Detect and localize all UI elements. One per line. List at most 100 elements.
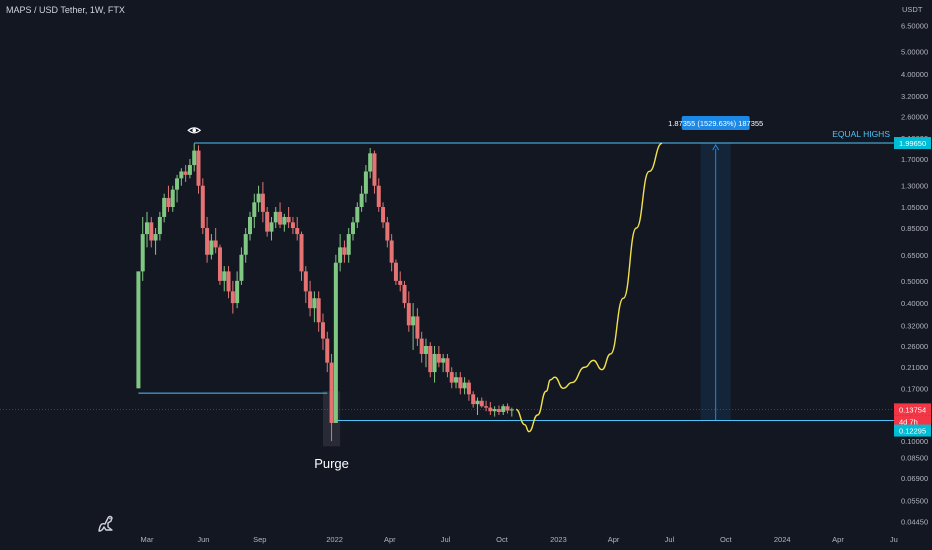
candle[interactable]: [423, 338, 428, 368]
candle[interactable]: [346, 228, 351, 263]
candle[interactable]: [359, 185, 364, 212]
candle[interactable]: [260, 181, 265, 223]
candle[interactable]: [312, 291, 317, 323]
candle[interactable]: [402, 280, 407, 309]
candle[interactable]: [256, 185, 261, 212]
candle[interactable]: [252, 193, 257, 229]
candle[interactable]: [235, 271, 240, 309]
candle[interactable]: [363, 165, 368, 203]
candle[interactable]: [484, 400, 489, 412]
candle[interactable]: [385, 216, 390, 248]
candle-body: [252, 202, 257, 217]
candle[interactable]: [230, 280, 235, 314]
candle[interactable]: [411, 303, 416, 350]
candle[interactable]: [441, 353, 446, 373]
candle[interactable]: [406, 291, 411, 332]
tradingview-logo-icon[interactable]: [96, 512, 120, 534]
candle[interactable]: [449, 367, 454, 389]
candle[interactable]: [475, 397, 480, 415]
candle[interactable]: [432, 345, 437, 383]
candle[interactable]: [140, 216, 145, 281]
candle[interactable]: [187, 159, 192, 179]
candle[interactable]: [192, 143, 197, 172]
candle[interactable]: [243, 228, 248, 263]
candle[interactable]: [381, 202, 386, 229]
candle[interactable]: [222, 266, 227, 292]
candle[interactable]: [239, 247, 244, 285]
candle[interactable]: [162, 193, 167, 223]
candle-body: [475, 400, 480, 405]
candle[interactable]: [166, 185, 171, 212]
candle[interactable]: [303, 266, 308, 304]
candle[interactable]: [149, 216, 154, 248]
candle[interactable]: [183, 165, 188, 182]
candle[interactable]: [458, 372, 463, 395]
candle[interactable]: [320, 313, 325, 350]
candle[interactable]: [145, 211, 149, 248]
candle[interactable]: [389, 234, 394, 272]
candle[interactable]: [136, 271, 141, 389]
candle[interactable]: [278, 202, 283, 229]
candle[interactable]: [466, 379, 471, 401]
x-tick-label: Apr: [832, 535, 844, 544]
candle[interactable]: [419, 331, 424, 363]
candle[interactable]: [179, 168, 184, 186]
candle[interactable]: [355, 202, 360, 229]
candle[interactable]: [496, 405, 501, 415]
candle[interactable]: [333, 254, 338, 423]
candle[interactable]: [488, 402, 493, 415]
candle[interactable]: [153, 228, 158, 255]
candle[interactable]: [286, 207, 291, 229]
candle[interactable]: [454, 372, 459, 389]
projection-path[interactable]: [515, 142, 663, 433]
candle[interactable]: [415, 308, 420, 346]
candle[interactable]: [226, 266, 231, 299]
candle[interactable]: [368, 147, 373, 179]
candle[interactable]: [282, 213, 287, 232]
candle[interactable]: [338, 234, 343, 272]
candle[interactable]: [376, 178, 381, 212]
eye-icon[interactable]: [187, 127, 202, 134]
candle[interactable]: [351, 216, 356, 241]
candle[interactable]: [329, 353, 334, 442]
price-axis[interactable]: USDT6.500005.000004.000003.200002.600002…: [894, 0, 932, 550]
candle[interactable]: [175, 174, 180, 203]
candle[interactable]: [316, 291, 321, 332]
candle[interactable]: [200, 178, 205, 235]
candle[interactable]: [217, 244, 222, 285]
time-axis[interactable]: Mar Jun Sep 2022 Apr Jul Oct 2023 Apr Jul Oct 2024 A…: [141, 535, 898, 544]
candle[interactable]: [269, 216, 274, 241]
candle[interactable]: [479, 397, 484, 408]
candle[interactable]: [205, 216, 210, 263]
candle[interactable]: [213, 228, 218, 254]
candle[interactable]: [462, 377, 467, 395]
candle[interactable]: [325, 331, 330, 373]
candle[interactable]: [295, 216, 300, 241]
candle[interactable]: [428, 342, 433, 378]
candle-body: [278, 211, 283, 225]
candle[interactable]: [445, 353, 450, 378]
candle[interactable]: [308, 280, 313, 317]
candle[interactable]: [436, 345, 441, 368]
candle[interactable]: [196, 145, 201, 194]
candle[interactable]: [273, 207, 278, 229]
candles[interactable]: [136, 143, 514, 442]
candle[interactable]: [372, 150, 377, 194]
candle[interactable]: [248, 211, 253, 241]
candle[interactable]: [501, 404, 506, 415]
candle[interactable]: [509, 407, 514, 417]
candle[interactable]: [157, 211, 162, 241]
candle[interactable]: [342, 240, 347, 263]
candle[interactable]: [398, 271, 403, 292]
candle[interactable]: [170, 185, 175, 212]
candle[interactable]: [505, 403, 510, 414]
candle-body: [265, 211, 270, 232]
candle[interactable]: [209, 234, 214, 260]
candle[interactable]: [471, 391, 476, 408]
candle[interactable]: [290, 216, 295, 235]
candle[interactable]: [393, 259, 398, 285]
candle[interactable]: [265, 207, 270, 237]
candle[interactable]: [299, 231, 304, 281]
candle[interactable]: [492, 406, 497, 417]
